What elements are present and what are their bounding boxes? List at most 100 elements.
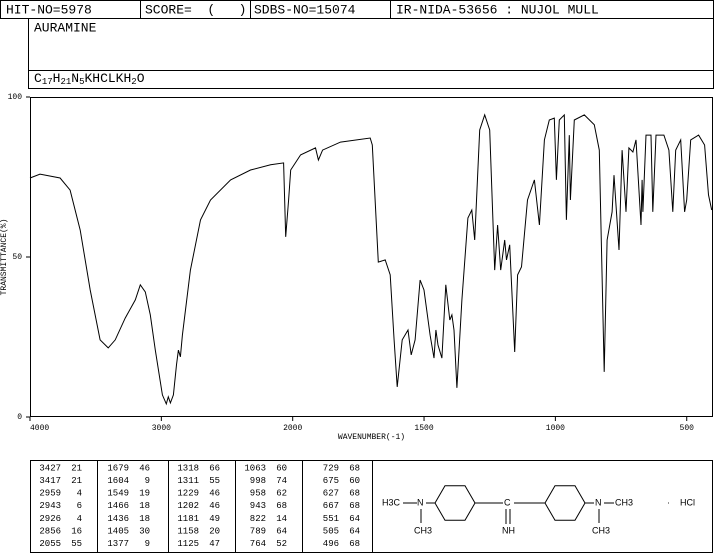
peak-intensity: 46 xyxy=(139,463,150,473)
score: SCORE= ( ) xyxy=(145,2,246,17)
peak-wavenumber: 1181 xyxy=(177,514,199,524)
compound-name: AURAMINE xyxy=(34,20,97,35)
peak-intensity: 46 xyxy=(209,489,220,499)
plot-frame xyxy=(30,97,713,417)
peak-intensity: 19 xyxy=(139,489,150,499)
formula-part: O xyxy=(137,71,145,86)
peak-intensity: 6 xyxy=(77,501,82,511)
peak-wavenumber: 2926 xyxy=(39,514,61,524)
peak-wavenumber: 627 xyxy=(323,489,339,499)
subscript: 17 xyxy=(42,77,53,87)
peak-intensity: 64 xyxy=(349,514,360,524)
peak-intensity: 64 xyxy=(349,526,360,536)
x-axis-label: WAVENUMBER(-1) xyxy=(338,433,405,442)
peak-wavenumber: 789 xyxy=(250,526,266,536)
peak-intensity: 55 xyxy=(71,539,82,549)
peak-intensity: 47 xyxy=(209,539,220,549)
atom-label: CH3 xyxy=(592,525,610,535)
peak-intensity: 21 xyxy=(71,463,82,473)
peak-wavenumber: 2943 xyxy=(39,501,61,511)
x-tick-label: 2000 xyxy=(283,424,302,433)
peak-wavenumber: 1125 xyxy=(177,539,199,549)
peak-intensity: 68 xyxy=(276,501,287,511)
peak-wavenumber: 3417 xyxy=(39,476,61,486)
peak-intensity: 55 xyxy=(209,476,220,486)
x-tick-label: 4000 xyxy=(30,424,49,433)
formula-part: N xyxy=(71,71,79,86)
peak-wavenumber: 2856 xyxy=(39,526,61,536)
y-tick-label: 100 xyxy=(8,93,23,102)
peak-intensity: 16 xyxy=(71,526,82,536)
peak-wavenumber: 1318 xyxy=(177,463,199,473)
peak-wavenumber: 1158 xyxy=(177,526,199,536)
peak-wavenumber: 1604 xyxy=(107,476,129,486)
peak-wavenumber: 729 xyxy=(323,463,339,473)
peak-wavenumber: 675 xyxy=(323,476,339,486)
peak-wavenumber: 1436 xyxy=(107,514,129,524)
peak-intensity: 66 xyxy=(209,463,220,473)
y-tick-label: 0 xyxy=(17,413,22,422)
peak-wavenumber: 1549 xyxy=(107,489,129,499)
peak-intensity: 52 xyxy=(276,539,287,549)
peak-intensity: 18 xyxy=(139,514,150,524)
peak-intensity: 74 xyxy=(276,476,287,486)
peak-wavenumber: 1063 xyxy=(244,463,266,473)
peak-intensity: 18 xyxy=(139,501,150,511)
peak-intensity: 9 xyxy=(145,476,150,486)
y-axis-label: TRANSMITTANCE(%) xyxy=(0,219,9,296)
subscript: 2 xyxy=(131,77,136,87)
peak-wavenumber: 764 xyxy=(250,539,266,549)
salt-label: HCl xyxy=(680,497,695,507)
peak-intensity: 68 xyxy=(349,539,360,549)
x-tick-label: 3000 xyxy=(152,424,171,433)
structure: H3C N CH3 C NH N CH3 CH3 · HCl xyxy=(382,485,695,535)
subscript: 5 xyxy=(79,77,84,87)
peak-intensity: 9 xyxy=(145,539,150,549)
atom-label: CH3 xyxy=(414,525,432,535)
x-tick-label: 1500 xyxy=(414,424,433,433)
peak-intensity: 68 xyxy=(349,501,360,511)
peak-intensity: 21 xyxy=(71,476,82,486)
peak-wavenumber: 958 xyxy=(250,489,266,499)
peak-intensity: 49 xyxy=(209,514,220,524)
peak-wavenumber: 667 xyxy=(323,501,339,511)
peak-wavenumber: 822 xyxy=(250,514,266,524)
subscript: 21 xyxy=(60,77,71,87)
name-box xyxy=(28,18,714,89)
peak-intensity: 14 xyxy=(276,514,287,524)
formula-part: KHCLKH xyxy=(84,71,131,86)
peak-wavenumber: 1229 xyxy=(177,489,199,499)
ir-code: IR-NIDA-53656 : NUJOL MULL xyxy=(396,2,599,17)
atom-label: C xyxy=(504,497,511,507)
spectrum-line xyxy=(29,113,713,406)
peak-intensity: 60 xyxy=(349,476,360,486)
sdbs-no: SDBS-NO=15074 xyxy=(254,2,356,17)
peak-wavenumber: 943 xyxy=(250,501,266,511)
peak-intensity: 46 xyxy=(209,501,220,511)
formula: C17H21N5KHCLKH2O xyxy=(34,71,145,87)
peak-intensity: 68 xyxy=(349,463,360,473)
ring xyxy=(434,485,476,521)
peak-wavenumber: 1405 xyxy=(107,526,129,536)
peak-wavenumber: 1202 xyxy=(177,501,199,511)
peak-wavenumber: 998 xyxy=(250,476,266,486)
peak-wavenumber: 2959 xyxy=(39,489,61,499)
peak-intensity: 4 xyxy=(77,489,82,499)
peak-intensity: 4 xyxy=(77,514,82,524)
peak-intensity: 30 xyxy=(139,526,150,536)
peak-table-box xyxy=(30,460,713,553)
peak-wavenumber: 1679 xyxy=(107,463,129,473)
hit-no: HIT-NO=5978 xyxy=(6,2,92,17)
peak-wavenumber: 496 xyxy=(323,539,339,549)
peak-wavenumber: 1466 xyxy=(107,501,129,511)
dot: · xyxy=(667,497,670,507)
peak-intensity: 64 xyxy=(276,526,287,536)
peak-wavenumber: 1377 xyxy=(107,539,129,549)
y-tick-label: 50 xyxy=(12,253,22,262)
peak-intensity: 60 xyxy=(276,463,287,473)
peak-wavenumber: 505 xyxy=(323,526,339,536)
ring xyxy=(544,485,586,521)
x-tick-label: 500 xyxy=(680,424,695,433)
x-tick-label: 1000 xyxy=(546,424,565,433)
